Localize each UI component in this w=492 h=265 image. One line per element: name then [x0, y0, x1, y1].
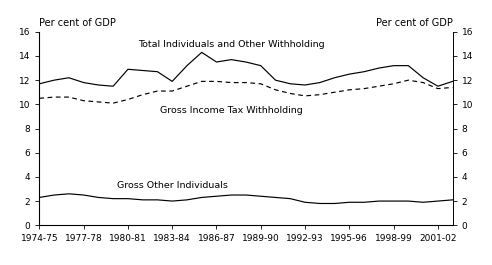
Text: Total Individuals and Other Withholding: Total Individuals and Other Withholding [138, 40, 325, 49]
Text: Per cent of GDP: Per cent of GDP [39, 18, 116, 28]
Text: Gross Other Individuals: Gross Other Individuals [117, 180, 228, 189]
Text: Per cent of GDP: Per cent of GDP [376, 18, 453, 28]
Text: Gross Income Tax Withholding: Gross Income Tax Withholding [160, 105, 303, 114]
